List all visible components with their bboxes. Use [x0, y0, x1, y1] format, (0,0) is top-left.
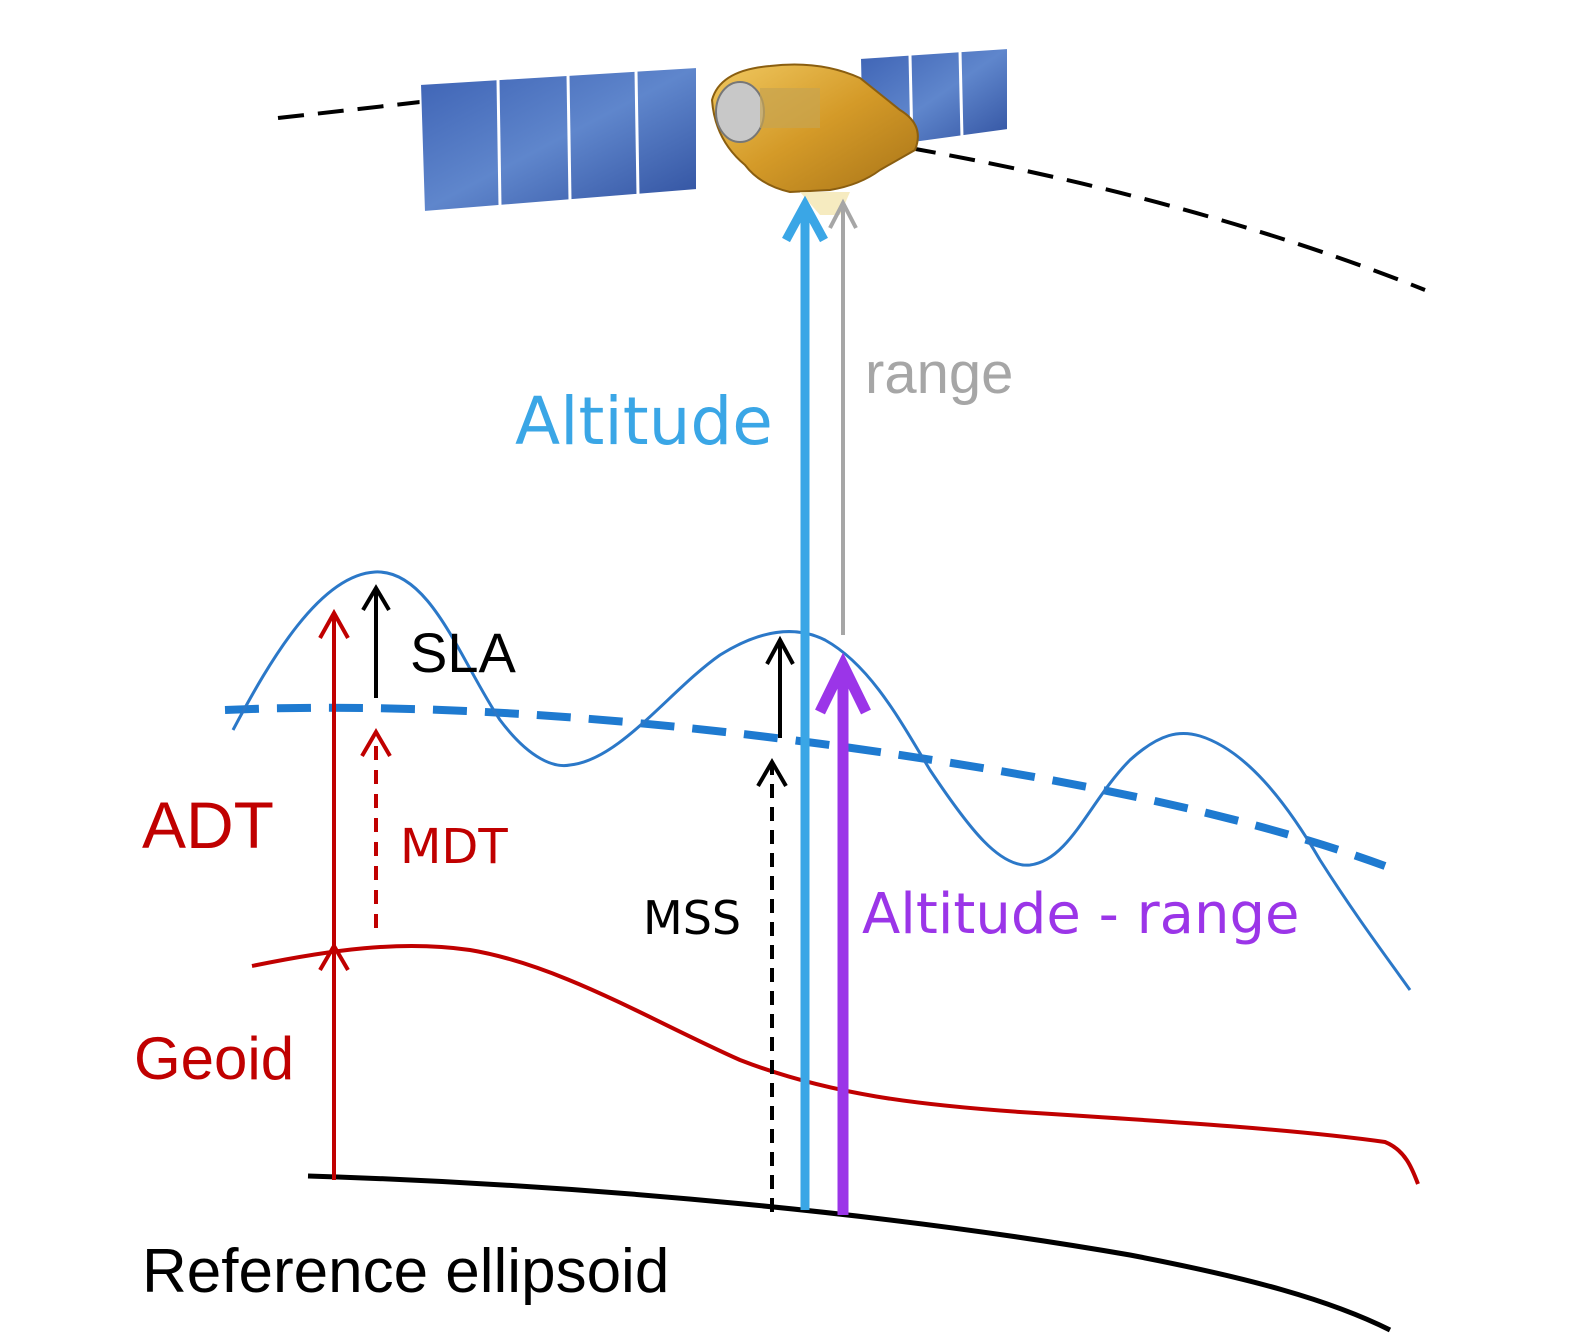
geoid-curve [251, 944, 1420, 1185]
label-mss: MSS [643, 891, 741, 945]
reference-ellipsoid-curve [307, 1173, 1392, 1333]
range-arrow [828, 198, 858, 635]
geoid-arrow [318, 942, 350, 972]
label-sla: SLA [410, 621, 516, 684]
sla-arrow [361, 584, 391, 698]
label-mdt: MDT [400, 819, 508, 875]
satellite-icon [418, 46, 1009, 215]
label-altitude: Altitude [515, 383, 773, 460]
solar-panel-left [418, 65, 698, 214]
mss-arrow [756, 758, 788, 1212]
adt-arrow [318, 608, 350, 1180]
orbit-path-right [909, 146, 1426, 292]
mean-sea-surface-curve [224, 703, 1387, 870]
label-range: range [865, 341, 1013, 406]
label-geoid: Geoid [134, 1025, 294, 1092]
label-altitude-minus-range: Altitude - range [862, 882, 1299, 947]
altitude-minus-range-arrow [815, 652, 871, 1215]
label-adt: ADT [142, 788, 274, 862]
orbit-path-left [277, 100, 421, 120]
label-reference-ellipsoid: Reference ellipsoid [142, 1237, 669, 1306]
mdt-arrow [360, 728, 392, 928]
sea-surface-curve [231, 570, 1412, 991]
sla-nadir-arrow [765, 635, 795, 738]
altitude-arrow [782, 195, 828, 1210]
